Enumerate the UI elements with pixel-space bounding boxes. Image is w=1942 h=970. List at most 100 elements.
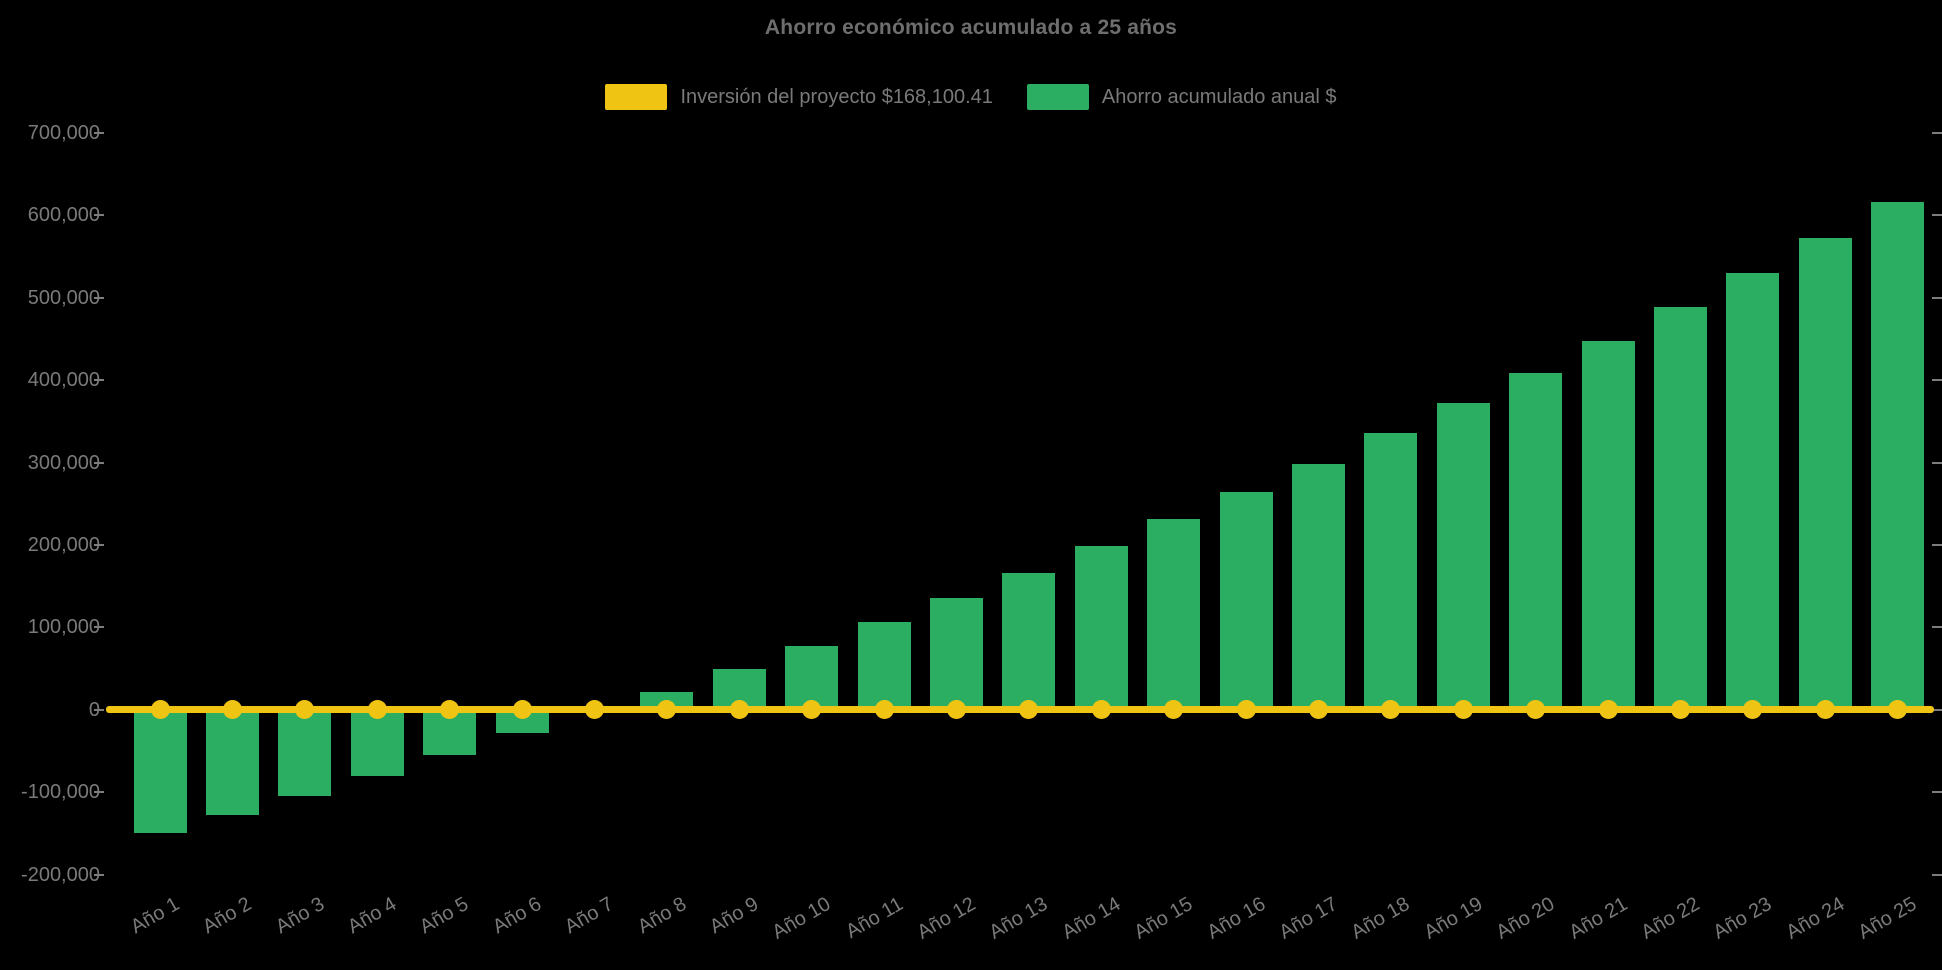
chart-title: Ahorro económico acumulado a 25 años [764, 16, 1178, 39]
y-axis-tick-right [1932, 708, 1942, 711]
bar-año-24 [1798, 237, 1852, 710]
y-axis-tick-right [1932, 873, 1942, 876]
y-axis-tick-right [1932, 132, 1942, 134]
bar-año-3 [278, 709, 332, 796]
legend-label-savings: Ahorro acumulado anual $ [1101, 85, 1337, 108]
x-tick-label: Año 10 [768, 893, 835, 944]
investment-line-marker [1526, 700, 1546, 720]
y-axis-tick [94, 544, 104, 546]
y-axis-tick [94, 296, 104, 299]
x-tick-label: Año 8 [633, 893, 690, 939]
y-axis-tick-right [1932, 296, 1942, 299]
investment-line-marker [1598, 700, 1618, 720]
y-tick-label: 700,000 [27, 122, 100, 144]
y-tick-label: 200,000 [27, 534, 100, 556]
bar-año-4 [350, 709, 404, 776]
y-axis-tick-right [1932, 544, 1942, 546]
investment-line-marker [150, 700, 170, 720]
investment-line-marker [222, 700, 242, 720]
y-axis-tick [94, 132, 104, 134]
legend-item-investment: Inversión del proyecto $168,100.41 [605, 84, 993, 110]
investment-line-marker [367, 700, 387, 720]
bar-año-10 [785, 645, 839, 710]
y-tick-label: 600,000 [27, 204, 100, 227]
bar-año-22 [1653, 306, 1707, 710]
chart-legend: Inversión del proyecto $168,100.41 Ahorr… [0, 84, 1942, 110]
bar-año-18 [1364, 432, 1418, 710]
y-tick-label: 500,000 [27, 286, 100, 309]
x-tick-label: Año 12 [913, 893, 980, 944]
bar-año-2 [205, 709, 259, 815]
investment-line-marker [1019, 700, 1039, 720]
y-axis-tick [94, 379, 104, 382]
investment-line-marker [874, 700, 894, 720]
x-tick-label: Año 18 [1347, 893, 1414, 944]
bar-año-13 [1002, 572, 1056, 710]
bar-año-1 [133, 709, 187, 833]
investment-line-marker [1236, 700, 1256, 720]
bar-año-17 [1291, 463, 1345, 710]
bar-año-11 [857, 621, 911, 710]
x-tick-label: Año 20 [1492, 893, 1559, 944]
bar-año-12 [929, 597, 983, 710]
y-axis-tick [94, 708, 104, 711]
y-tick-label: -100,000 [21, 781, 100, 804]
bar-año-21 [1581, 340, 1635, 710]
y-axis-tick-right [1932, 791, 1942, 794]
y-tick-label: 100,000 [27, 616, 100, 639]
investment-line-marker [1164, 700, 1184, 720]
x-tick-label: Año 14 [1058, 893, 1125, 944]
bar-año-19 [1436, 402, 1490, 710]
bar-año-20 [1509, 372, 1563, 710]
y-axis-tick [94, 461, 104, 464]
x-tick-label: Año 5 [416, 893, 473, 939]
x-tick-label: Año 11 [842, 893, 907, 944]
x-tick-label: Año 17 [1275, 893, 1342, 944]
x-tick-label: Año 19 [1420, 893, 1487, 944]
y-axis-tick [94, 791, 104, 794]
investment-line-marker [946, 700, 966, 720]
investment-line-marker [657, 700, 677, 720]
x-tick-label: Año 7 [561, 893, 618, 939]
y-tick-label: -200,000 [21, 863, 100, 886]
investment-line-marker [729, 700, 749, 720]
x-tick-label: Año 25 [1854, 893, 1921, 944]
investment-line-marker [512, 700, 532, 720]
y-axis-tick-right [1932, 379, 1942, 382]
legend-swatch-green [1026, 84, 1089, 110]
y-axis-tick [94, 626, 104, 629]
x-tick-label: Año 4 [343, 893, 401, 939]
bar-año-25 [1871, 201, 1925, 710]
x-tick-label: Año 3 [271, 893, 328, 939]
investment-line-marker [1670, 700, 1690, 720]
bar-año-14 [1074, 545, 1128, 710]
x-tick-label: Año 1 [126, 893, 183, 939]
x-tick-label: Año 22 [1637, 893, 1704, 944]
y-axis-tick [94, 873, 104, 876]
legend-label-investment: Inversión del proyecto $168,100.41 [680, 85, 993, 108]
investment-line-marker [295, 700, 315, 720]
bar-año-15 [1147, 518, 1201, 710]
x-tick-label: Año 16 [1203, 893, 1269, 944]
y-axis-tick-right [1932, 214, 1942, 217]
investment-line-marker [1308, 700, 1328, 720]
investment-line-marker [1815, 700, 1835, 720]
investment-line-marker [1743, 700, 1763, 720]
legend-swatch-yellow [605, 84, 668, 110]
investment-line-marker [584, 700, 604, 720]
y-axis-tick [94, 214, 104, 217]
y-axis-tick-right [1932, 626, 1942, 629]
bar-año-16 [1219, 491, 1273, 710]
y-tick-label: 400,000 [27, 369, 100, 392]
investment-line-marker [1453, 700, 1473, 720]
y-tick-label: 300,000 [27, 451, 100, 474]
x-tick-label: Año 6 [488, 893, 545, 939]
x-tick-label: Año 23 [1709, 893, 1776, 944]
x-tick-label: Año 13 [985, 893, 1052, 944]
investment-line-marker [1381, 700, 1401, 720]
investment-line-marker [440, 700, 460, 720]
bar-año-6 [495, 709, 549, 734]
investment-line-marker [802, 700, 822, 720]
